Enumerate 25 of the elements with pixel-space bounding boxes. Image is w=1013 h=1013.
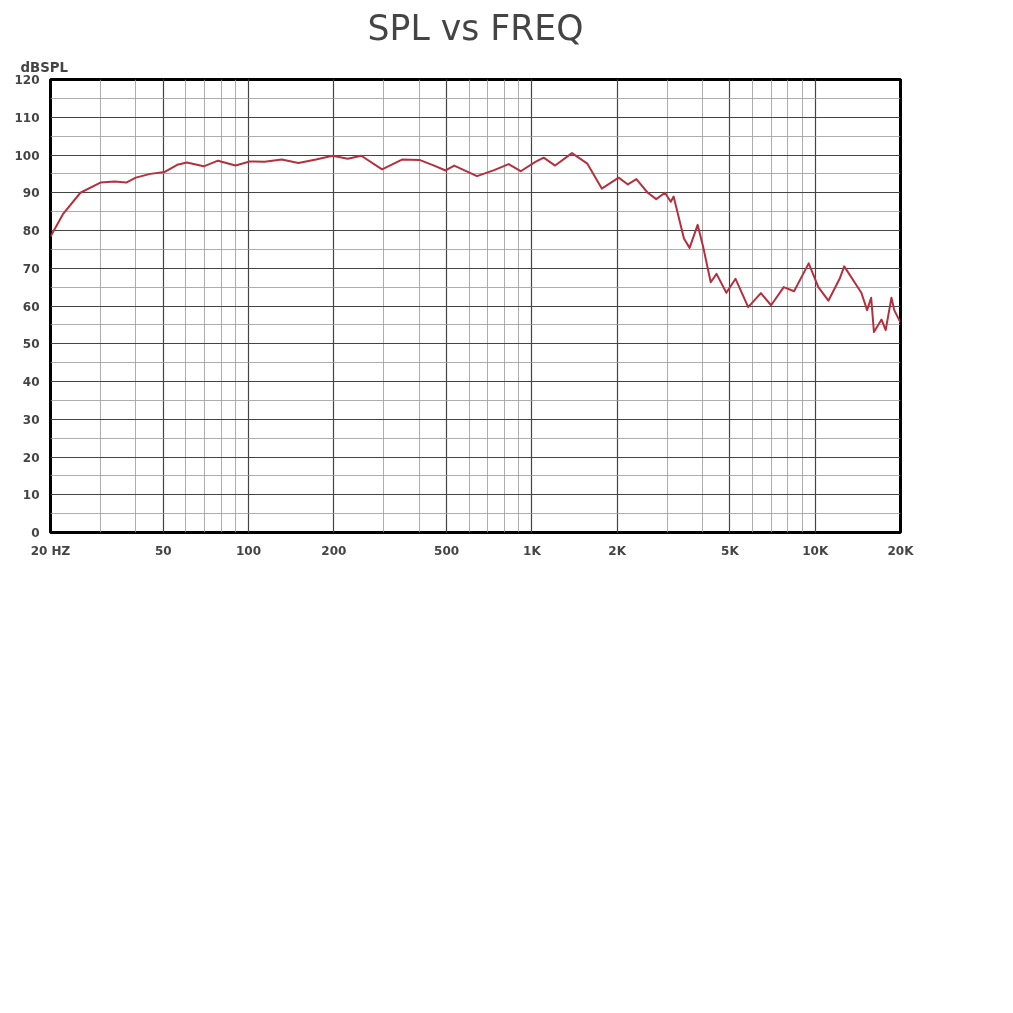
y-tick-label: 90 bbox=[22, 186, 40, 201]
y-tick-label: 0 bbox=[31, 526, 40, 540]
y-tick-label: 30 bbox=[22, 412, 40, 427]
y-tick-label: 50 bbox=[22, 337, 40, 352]
x-tick-label: 10K bbox=[802, 543, 829, 558]
x-tick-label: 50 bbox=[154, 543, 172, 558]
x-tick-label: 500 bbox=[434, 543, 460, 558]
x-tick-label: 100 bbox=[236, 543, 262, 558]
x-tick-label: 2K bbox=[608, 543, 627, 558]
x-tick-label: 5K bbox=[721, 543, 740, 558]
y-tick-label: 60 bbox=[22, 299, 40, 314]
x-tick-label: 20 HZ bbox=[30, 543, 71, 558]
y-tick-label: 20 bbox=[22, 450, 40, 465]
chart-title: SPL vs FREQ bbox=[367, 7, 584, 48]
x-tick-label: 20K bbox=[887, 543, 915, 558]
x-tick-label: 1K bbox=[523, 543, 542, 558]
y-tick-label: 80 bbox=[22, 224, 40, 238]
y-tick-label: 40 bbox=[22, 375, 40, 389]
y-tick-label: 100 bbox=[14, 148, 40, 163]
y-tick-label: 10 bbox=[22, 488, 40, 503]
y-tick-label: 70 bbox=[22, 261, 40, 276]
y-tick-label: 120 bbox=[14, 73, 40, 87]
x-tick-label: 200 bbox=[321, 543, 347, 558]
y-axis-title: dBSPL bbox=[20, 59, 69, 75]
y-tick-label: 110 bbox=[14, 110, 40, 125]
